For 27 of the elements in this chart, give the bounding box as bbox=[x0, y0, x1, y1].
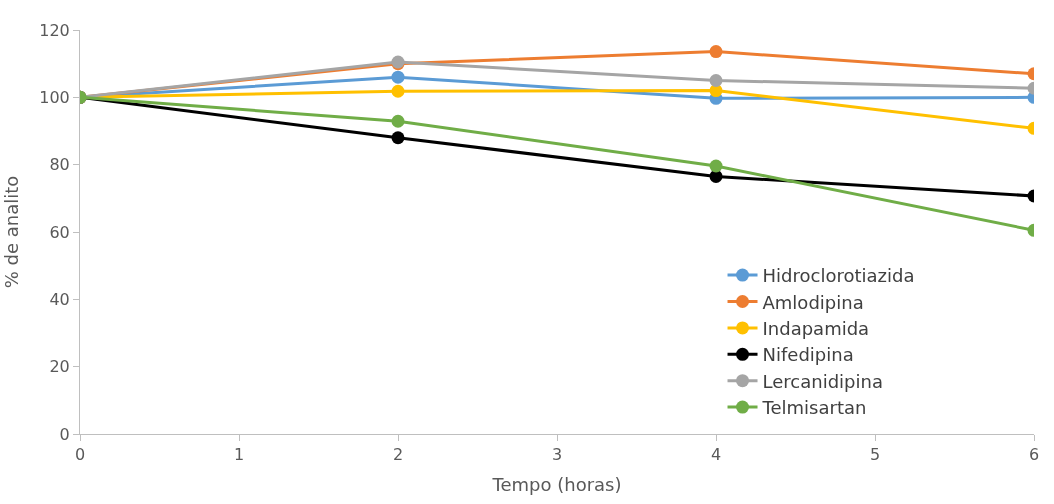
x-tick-label: 3 bbox=[551, 445, 563, 465]
legend-label: Indapamida bbox=[762, 317, 870, 339]
point bbox=[391, 70, 405, 84]
y-tick-label: 100 bbox=[39, 87, 70, 107]
x-axis-title: Tempo (horas) bbox=[491, 474, 622, 496]
y-tick-label: 0 bbox=[59, 424, 70, 444]
point bbox=[391, 84, 405, 98]
legend-label: Hidroclorotiazida bbox=[762, 265, 915, 287]
x-tick-label: 4 bbox=[710, 445, 722, 465]
x-tick-label: 1 bbox=[233, 445, 245, 465]
legend-label: Telmisartan bbox=[761, 397, 867, 419]
y-axis-title: % de analito bbox=[1, 175, 23, 289]
point bbox=[391, 131, 405, 145]
point bbox=[709, 45, 723, 59]
y-tick-label: 80 bbox=[49, 155, 70, 175]
x-tick-label: 2 bbox=[392, 445, 404, 465]
point bbox=[709, 74, 723, 87]
legend-label: Nifedipina bbox=[762, 344, 854, 366]
x-tick-label: 5 bbox=[869, 445, 881, 465]
y-tick-label: 40 bbox=[49, 289, 70, 309]
y-tick-label: 20 bbox=[49, 357, 70, 377]
x-tick-label: 0 bbox=[74, 445, 86, 465]
legend-label: Lercanidipina bbox=[762, 370, 883, 392]
y-tick-label: 120 bbox=[39, 20, 70, 40]
legend-label: Amlodipina bbox=[762, 291, 864, 313]
y-tick-label: 60 bbox=[49, 222, 70, 242]
x-tick-label: 6 bbox=[1028, 445, 1040, 465]
